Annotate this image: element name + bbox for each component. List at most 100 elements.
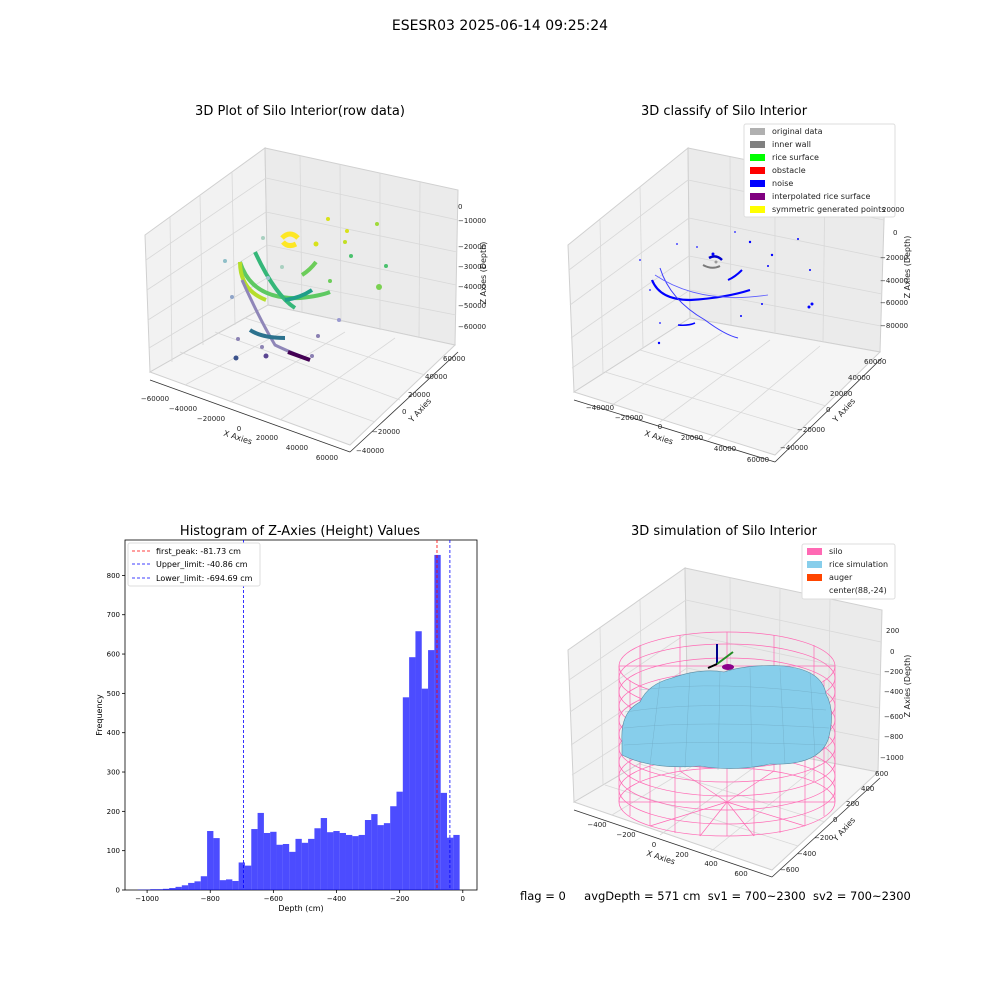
chart2-z-tick: 20000 <box>882 206 904 214</box>
chart2-title: 3D classify of Silo Interior <box>640 104 808 119</box>
chart2-legend-swatch <box>750 141 765 148</box>
chart2-z-tick-labels: 20000 0 −20000 −40000 −60000 −80000 <box>880 206 908 330</box>
histogram-bar <box>289 851 296 890</box>
histogram-bar <box>295 838 302 890</box>
y-tick-label: 0 <box>116 887 120 895</box>
chart4-xlabel: X Axies <box>645 849 676 867</box>
chart1-x-tick-labels: −60000 −40000 −20000 0 20000 40000 60000 <box>141 395 338 462</box>
histogram-bar <box>352 836 359 890</box>
x-tick-label: −200 <box>390 895 409 903</box>
histogram-bar <box>447 837 454 890</box>
chart2-legend-label: symmetric generated points <box>772 205 885 214</box>
chart1-y-tick: 60000 <box>443 355 465 363</box>
chart4-x-tick-labels: −400 −200 0 200 400 600 <box>587 821 747 878</box>
chart2-legend-label: interpolated rice surface <box>772 192 870 201</box>
histogram-bar <box>200 876 208 890</box>
histogram-bar <box>358 834 365 890</box>
chart4-y-tick: 200 <box>846 800 859 808</box>
chart1-x-tick: −60000 <box>141 395 169 403</box>
chart4-title: 3D simulation of Silo Interior <box>631 524 817 539</box>
chart2-y-tick: 20000 <box>830 390 852 398</box>
x-tick-label: −1000 <box>135 895 159 903</box>
y-tick-label: 700 <box>107 611 120 619</box>
chart4-x-tick: 400 <box>704 860 717 868</box>
chart1-z-tick: 0 <box>458 203 462 211</box>
chart2-legend-label: original data <box>772 127 823 136</box>
chart2-z-tick: −20000 <box>880 254 908 262</box>
histogram-bar <box>282 843 290 890</box>
chart4-x-tick: −200 <box>616 831 635 839</box>
y-tick-label: 200 <box>107 808 120 816</box>
chart2-x-tick: 20000 <box>681 434 703 442</box>
chart1-z-tick: −10000 <box>458 217 486 225</box>
histogram-bar <box>421 688 429 890</box>
chart2-y-tick: −20000 <box>797 426 825 434</box>
histogram-bar <box>301 842 309 890</box>
chart1-z-tick: −30000 <box>458 263 486 271</box>
chart1-x-tick: 60000 <box>316 454 338 462</box>
chart4-y-tick: −200 <box>814 834 833 842</box>
chart2-z-tick: −40000 <box>880 277 908 285</box>
chart2-legend: original data inner wall rice surface ob… <box>743 123 896 218</box>
histogram-bar <box>371 814 378 890</box>
chart1-x-tick: 20000 <box>256 434 278 442</box>
histogram-bar <box>207 831 214 890</box>
chart4-legend-swatch <box>807 561 822 568</box>
chart2-z-tick: −80000 <box>880 322 908 330</box>
histogram-bar <box>434 554 441 890</box>
histogram-bar <box>390 806 397 890</box>
histogram-bar <box>188 882 195 890</box>
chart4-z-tick-labels: 200 0 −200 −400 −600 −800 −1000 <box>880 627 904 762</box>
chart1-z-tick: −40000 <box>458 283 486 291</box>
chart4-z-tick: −1000 <box>880 754 904 762</box>
chart4-y-tick: 600 <box>875 770 888 778</box>
histogram-bar <box>440 792 448 890</box>
chart3-reference-lines <box>243 540 451 890</box>
chart1-z-tick: −60000 <box>458 323 486 331</box>
y-tick-label: 100 <box>107 847 120 855</box>
x-tick-label: −800 <box>201 895 220 903</box>
chart4-z-tick: −600 <box>884 713 903 721</box>
chart4-z-tick: −800 <box>884 733 903 741</box>
chart2-legend-label: inner wall <box>772 140 811 149</box>
chart2-z-tick: −60000 <box>880 299 908 307</box>
status-line: flag = 0 avgDepth = 571 cm sv1 = 700~230… <box>520 889 911 903</box>
histogram-bar <box>402 697 410 890</box>
chart4-y-tick: −600 <box>780 866 799 874</box>
chart2-x-tick: −40000 <box>586 404 614 412</box>
x-tick-label: 0 <box>461 895 465 903</box>
y-tick-label: 800 <box>107 572 120 580</box>
chart2-x-tick-labels: −40000 −20000 0 20000 40000 60000 <box>586 404 769 464</box>
chart4-z-tick: 200 <box>886 627 899 635</box>
histogram-bar <box>453 834 460 890</box>
chart2-zlabel: Z Axies (Depth) <box>903 236 912 299</box>
histogram-bar <box>333 831 340 890</box>
chart4-rice-surface <box>621 665 832 771</box>
histogram-bar <box>345 834 353 890</box>
chart1-y-tick: 40000 <box>425 373 447 381</box>
chart3-xlabel: Depth (cm) <box>278 904 323 913</box>
histogram-bar <box>270 831 277 890</box>
histogram-bar <box>276 844 283 890</box>
histogram-bar <box>219 880 227 890</box>
histogram-bar <box>396 791 403 890</box>
chart3-y-ticks: 0 100 200 300 400 500 600 700 800 <box>107 572 125 895</box>
chart3-legend-label: first_peak: -81.73 cm <box>156 547 241 556</box>
y-tick-label: 400 <box>107 729 120 737</box>
chart4-legend-label: rice simulation <box>829 560 888 569</box>
chart4-y-tick-labels: −600 −400 −200 0 200 400 600 <box>780 770 888 874</box>
histogram-bar <box>364 820 372 890</box>
y-tick-label: 600 <box>107 651 120 659</box>
sv2-value: sv2 = 700~2300 <box>812 889 911 903</box>
chart1-z-tick-labels: 0 −10000 −20000 −30000 −40000 −50000 −60… <box>458 203 486 331</box>
chart4-legend-label: center(88,-24) <box>829 586 887 595</box>
chart1-x-tick: 0 <box>237 425 241 433</box>
chart2-y-tick: 40000 <box>848 374 870 382</box>
chart2-x-tick: 60000 <box>747 456 769 464</box>
chart2-legend-label: obstacle <box>772 166 806 175</box>
histogram-bar <box>415 631 422 890</box>
chart2-legend-label: rice surface <box>772 153 819 162</box>
chart1-y-tick: −40000 <box>356 447 384 455</box>
